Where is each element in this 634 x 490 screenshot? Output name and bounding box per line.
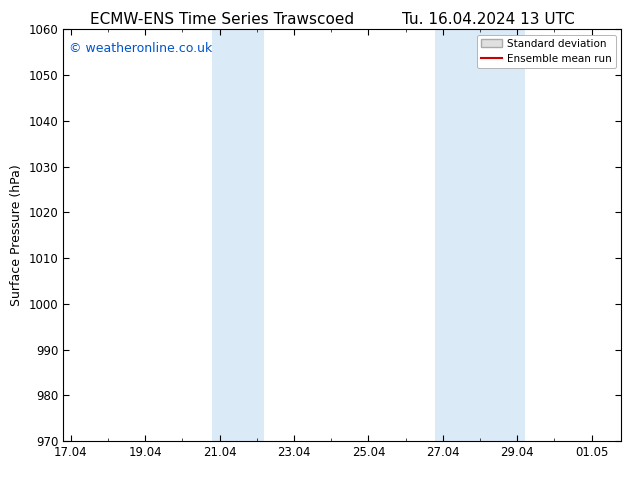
Legend: Standard deviation, Ensemble mean run: Standard deviation, Ensemble mean run: [477, 35, 616, 68]
Text: Tu. 16.04.2024 13 UTC: Tu. 16.04.2024 13 UTC: [402, 12, 574, 27]
Bar: [212, 29, 264, 441]
Text: © weatheronline.co.uk: © weatheronline.co.uk: [69, 42, 212, 55]
Text: ECMW-ENS Time Series Trawscoed: ECMW-ENS Time Series Trawscoed: [90, 12, 354, 27]
Bar: [436, 29, 524, 441]
Y-axis label: Surface Pressure (hPa): Surface Pressure (hPa): [10, 164, 23, 306]
